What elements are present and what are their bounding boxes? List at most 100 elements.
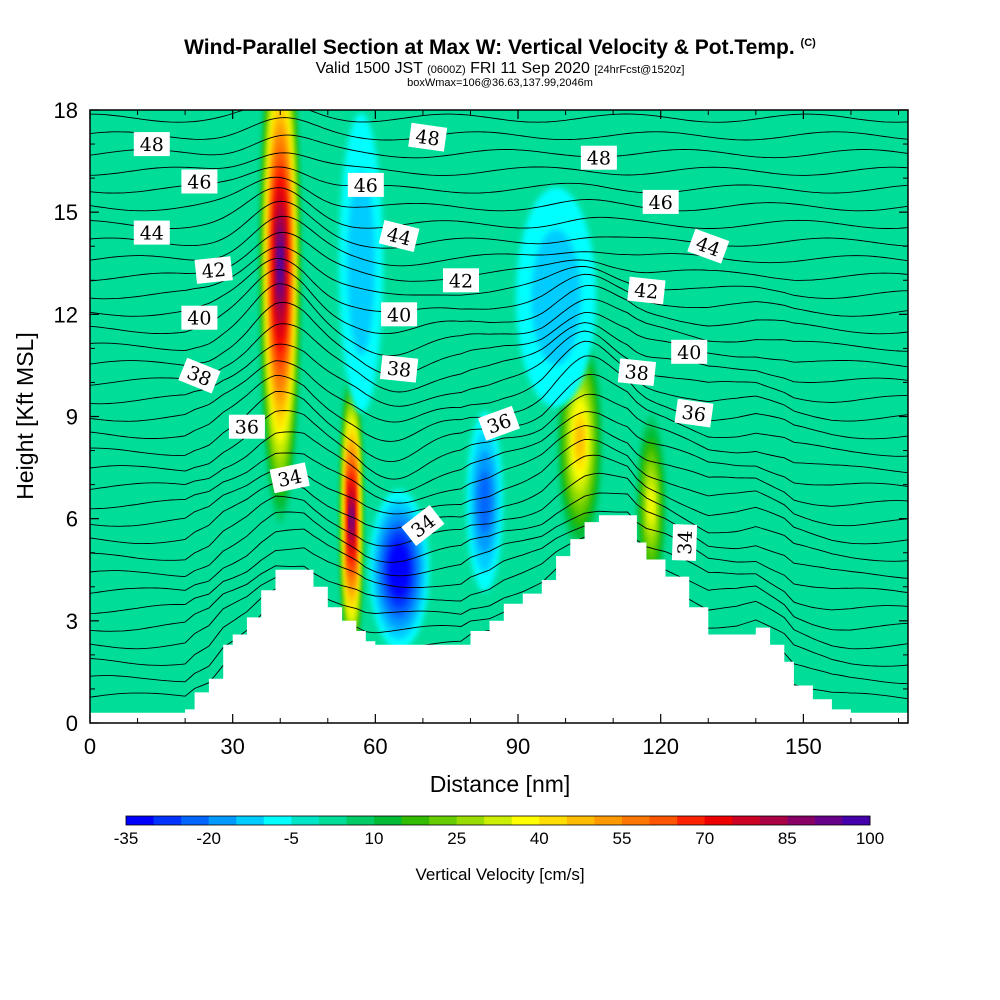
chart-subtitle: Valid 1500 JST (0600Z) FRI 11 Sep 2020 [… — [0, 60, 1000, 78]
theta-contour-line — [90, 215, 908, 267]
colorbar-swatch — [401, 816, 430, 825]
theta-label-34: 34 — [671, 524, 698, 561]
theta-contour-line — [90, 200, 908, 249]
colorbar-swatch — [181, 816, 210, 825]
colorbar-tick-label: 70 — [695, 829, 714, 848]
theta-label-box — [347, 172, 384, 197]
theta-label-text: 46 — [649, 192, 673, 214]
theta-label-box — [443, 268, 479, 293]
theta-label-text: 36 — [680, 402, 707, 427]
x-tick-label: 30 — [220, 734, 244, 759]
theta-label-text: 42 — [449, 270, 473, 292]
theta-label-box — [401, 504, 445, 547]
theta-label-40: 40 — [181, 305, 218, 330]
colorbar-swatch — [236, 816, 265, 825]
theta-label-text: 38 — [386, 358, 412, 382]
vertical-velocity-field — [90, 110, 908, 723]
theta-contour-line — [90, 439, 908, 527]
theta-label-box — [642, 189, 679, 214]
theta-contour-line — [90, 166, 908, 194]
theta-label-text: 34 — [276, 466, 304, 493]
box-info: boxWmax=106@36.63,137.99,2046m — [407, 77, 593, 89]
theta-label-34: 34 — [269, 462, 310, 494]
theta-label-text: 48 — [414, 126, 441, 151]
colorbar-swatch — [153, 816, 182, 825]
theta-contour-line — [90, 330, 908, 407]
colorbar-swatch — [291, 816, 320, 825]
theta-label-box — [228, 414, 265, 439]
theta-label-36: 36 — [228, 414, 265, 439]
valid-time: Valid 1500 JST — [315, 60, 423, 77]
theta-label-40: 40 — [671, 339, 708, 364]
y-tick-label: 12 — [54, 302, 78, 327]
colorbar-swatch — [374, 816, 402, 825]
colorbar-swatch — [704, 816, 733, 825]
theta-contour-line — [90, 176, 908, 212]
theta-label-text: 48 — [587, 148, 611, 170]
colorbar-swatch — [429, 816, 458, 825]
y-tick-label: 0 — [66, 711, 78, 736]
theta-label-box — [378, 220, 420, 252]
theta-contour-line — [90, 187, 908, 229]
theta-contour-line — [90, 257, 908, 317]
colorbar-frame — [125, 815, 871, 826]
theta-label-box — [477, 405, 521, 441]
theta-contour-line — [90, 425, 908, 510]
theta-contour-line — [90, 322, 908, 393]
colorbar-swatch — [649, 816, 678, 825]
colorbar-tick-label: -35 — [114, 829, 139, 848]
chart-title-suffix: (C) — [800, 37, 816, 49]
updraft-core-2-level-8 — [576, 422, 584, 459]
theta-label-box — [181, 169, 218, 194]
theta-label-box — [671, 524, 698, 561]
colorbar-tick-label: -5 — [284, 829, 299, 848]
theta-label-text: 40 — [387, 304, 411, 326]
theta-contour-line — [90, 152, 908, 176]
colorbar-tick-label: 55 — [613, 829, 632, 848]
theta-label-box — [133, 220, 170, 245]
colorbar-swatch — [318, 816, 347, 825]
theta-label-box — [194, 256, 233, 284]
colorbar-swatch — [842, 816, 871, 825]
colorbar: -35 -20 -5 10 25 40 55 70 85 100 — [114, 815, 884, 848]
theta-label-text: 40 — [187, 308, 211, 330]
theta-label-36: 36 — [674, 398, 714, 428]
colorbar-swatch — [539, 816, 568, 825]
colorbar-swatch — [622, 816, 650, 825]
theta-contours — [90, 110, 908, 700]
x-tick-label: 120 — [642, 734, 679, 759]
theta-label-42: 42 — [194, 256, 233, 284]
theta-label-48: 48 — [408, 122, 448, 152]
colorbar-swatch — [732, 816, 761, 825]
theta-label-42: 42 — [627, 276, 666, 305]
colorbar-swatch — [346, 816, 375, 825]
theta-label-46: 46 — [642, 189, 679, 214]
y-tick-label: 18 — [54, 98, 78, 123]
x-tick-label: 150 — [785, 734, 822, 759]
colorbar-tick-label: 85 — [778, 829, 797, 848]
theta-label-text: 44 — [140, 223, 164, 245]
x-tick-label: 0 — [84, 734, 96, 759]
y-tick-label: 3 — [66, 609, 78, 634]
theta-contour-line — [90, 117, 908, 141]
theta-label-box — [687, 228, 730, 264]
theta-label-44: 44 — [133, 220, 170, 245]
valid-date: FRI 11 Sep 2020 — [470, 60, 590, 77]
downdraft-core-0-level-6 — [392, 552, 406, 587]
theta-label-text: 38 — [624, 361, 650, 385]
colorbar-swatch — [759, 816, 788, 825]
theta-label-box — [408, 122, 448, 152]
theta-contour-line — [90, 269, 908, 335]
theta-label-text: 46 — [354, 175, 378, 197]
theta-label-box — [671, 339, 708, 364]
colorbar-swatch — [456, 816, 485, 825]
x-tick-label: 90 — [506, 734, 530, 759]
downdraft-core-1-level-3 — [478, 470, 491, 533]
theta-label-38: 38 — [379, 354, 419, 383]
theta-contour-line — [90, 492, 908, 579]
theta-contour-line — [90, 524, 908, 615]
colorbar-swatch — [594, 816, 623, 825]
colorbar-swatch — [677, 816, 706, 825]
theta-label-text: 34 — [674, 530, 697, 555]
colorbar-swatch — [814, 816, 843, 825]
